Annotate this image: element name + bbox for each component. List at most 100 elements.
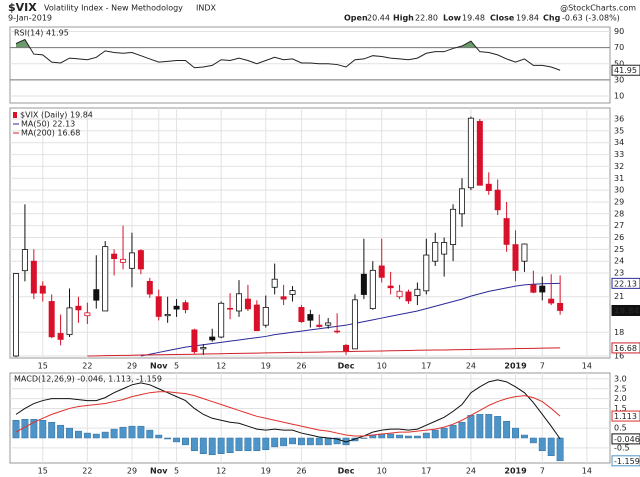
histogram-bar (48, 421, 56, 439)
last-value-label: 19.84 (614, 306, 640, 315)
last-value-box (611, 304, 640, 316)
candle-body (111, 253, 118, 259)
candle-body (494, 189, 501, 211)
candle-body (93, 289, 100, 301)
x-tick-label: Nov (150, 467, 168, 476)
histogram-bar (226, 437, 234, 454)
x-tick-label: 22 (82, 467, 92, 476)
last-value-box (611, 433, 640, 445)
x-tick-label: 19 (261, 467, 271, 476)
histogram-bar (208, 437, 216, 455)
candle-body (548, 298, 555, 304)
histogram-bar (253, 437, 261, 452)
histogram-bar (306, 437, 314, 446)
last-value-label: 1.113 (614, 412, 637, 421)
y-tick-label: 24 (614, 257, 624, 266)
series-line (15, 379, 561, 443)
quote-value: 20.44 (367, 14, 390, 23)
x-tick-label: 17 (421, 467, 431, 476)
quote-label: Open (344, 14, 368, 23)
x-tick-label: Dec (338, 467, 355, 476)
histogram-bar (190, 437, 198, 452)
candle-body (441, 242, 448, 255)
candle-body (84, 312, 91, 317)
histogram-bar (92, 433, 100, 439)
histogram-bar (30, 419, 38, 439)
candle-body (244, 298, 251, 310)
histogram-bar (101, 431, 109, 439)
histogram-bar (182, 437, 189, 446)
histogram-bar (244, 437, 252, 452)
histogram-bar (405, 435, 412, 439)
candle-body (503, 218, 510, 245)
y-tick-label: 27 (614, 221, 624, 230)
legend-label: MA(50) 22.13 (21, 120, 75, 129)
panel-frame (9, 26, 611, 104)
x-tick-label: Dec (338, 362, 355, 371)
histogram-bar (315, 437, 323, 446)
quote-value: -0.63 (-3.08%) (562, 14, 620, 23)
candle-body (432, 242, 439, 262)
candle-body (387, 285, 394, 289)
series-line (15, 391, 561, 437)
candle-body (405, 291, 412, 302)
y-tick-label: 18 (614, 328, 624, 337)
x-tick-label: 19 (261, 362, 271, 371)
y-tick-label: 21 (614, 292, 624, 301)
y-tick-label: 30 (614, 75, 624, 84)
symbol: $VIX (8, 1, 37, 14)
candle-body (120, 258, 127, 263)
candle-body (458, 188, 465, 215)
candle-body (512, 244, 519, 271)
histogram-bar (110, 428, 118, 439)
histogram-bar (119, 426, 127, 439)
candle-body (307, 314, 314, 321)
y-tick-label: 34 (614, 138, 624, 147)
last-value-label: 41.95 (614, 66, 637, 75)
y-tick-label: 31 (614, 174, 624, 183)
x-tick-label: 12 (216, 362, 226, 371)
x-tick-label: 10 (377, 467, 387, 476)
moving-average-line (87, 347, 561, 357)
histogram-bar (173, 437, 181, 443)
histogram-bar (449, 424, 457, 439)
histogram-bar (262, 437, 270, 451)
last-value-box (611, 455, 640, 467)
last-value-box (611, 410, 640, 422)
candle-body (423, 254, 430, 292)
y-tick-label: 36 (614, 115, 624, 124)
x-tick-label: 15 (38, 362, 48, 371)
last-value-box (611, 342, 640, 354)
histogram-bar (503, 420, 511, 439)
histogram-bar (324, 437, 332, 446)
instrument-name: Volatility Index - New Methodology (44, 4, 183, 13)
x-tick-label: 15 (38, 467, 48, 476)
x-tick-label: 5 (174, 362, 179, 371)
candle-body (476, 120, 483, 186)
quote-label: Low (443, 14, 462, 23)
histogram-bar (476, 414, 484, 439)
candle-body (209, 336, 216, 341)
y-tick-label: 2.5 (614, 384, 627, 393)
histogram-bar (12, 420, 20, 439)
candle-body (235, 293, 242, 312)
y-tick-label: 32 (614, 162, 624, 171)
x-tick-label: 22 (82, 362, 92, 371)
candle-body (369, 269, 376, 309)
candle-body (146, 280, 153, 295)
candle-body (30, 260, 37, 294)
histogram-bar (440, 427, 448, 439)
histogram-bar (458, 421, 466, 439)
histogram-bar (155, 434, 163, 439)
y-tick-label: 26 (614, 233, 624, 242)
y-tick-label: 90 (614, 27, 624, 36)
histogram-bar (235, 437, 243, 452)
candle-body (102, 246, 109, 312)
x-tick-label: 5 (174, 467, 179, 476)
y-tick-label: 23 (614, 269, 624, 278)
panel-legend: RSI(14) 41.95 (14, 29, 69, 38)
candle-body (137, 250, 144, 270)
y-tick-label: 33 (614, 150, 624, 159)
histogram-bar (74, 430, 82, 439)
candle-body (289, 290, 296, 295)
